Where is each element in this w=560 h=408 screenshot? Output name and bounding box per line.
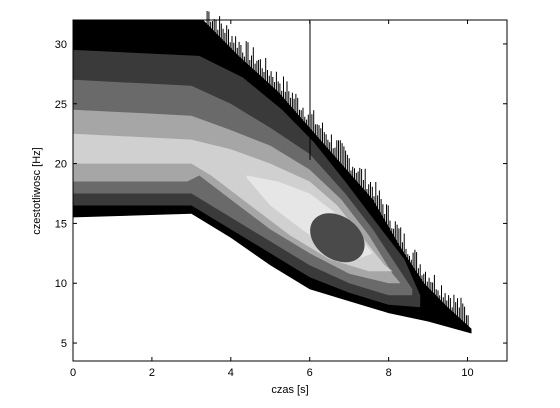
- axis-ticks: 0 2 4 6 8 10 5 10 15 20 25 30: [55, 20, 507, 379]
- x-tick-label: 6: [307, 367, 313, 379]
- x-tick-label: 8: [386, 367, 392, 379]
- x-tick-label: 0: [70, 367, 76, 379]
- contour-regions: [73, 11, 472, 334]
- x-tick-label: 4: [228, 367, 234, 379]
- y-tick-label: 25: [55, 99, 67, 111]
- y-tick-label: 10: [55, 278, 67, 290]
- plot-frame: [72, 19, 508, 362]
- y-tick-label: 20: [55, 159, 67, 171]
- contour-peak: [310, 213, 365, 263]
- x-tick-label: 10: [461, 367, 473, 379]
- x-axis-label: czas [s]: [271, 384, 308, 396]
- y-tick-label: 5: [61, 338, 67, 350]
- x-tick-label: 2: [149, 367, 155, 379]
- y-tick-label: 15: [55, 218, 67, 230]
- y-tick-label: 30: [55, 39, 67, 51]
- y-axis-label: czestotliwosc [Hz]: [31, 147, 43, 234]
